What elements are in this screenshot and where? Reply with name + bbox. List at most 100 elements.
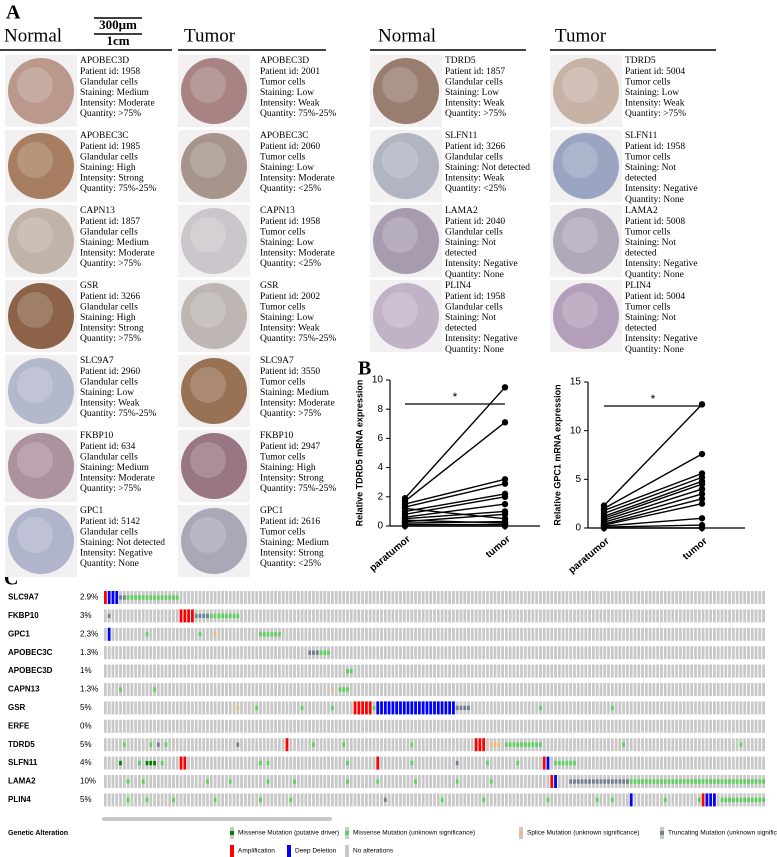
sample-cell	[754, 683, 758, 696]
sample-cell	[622, 609, 626, 623]
alteration-cell	[618, 779, 622, 784]
sample-cell	[501, 756, 504, 770]
tissue-texture	[562, 142, 598, 178]
sample-cell	[452, 793, 455, 807]
sample-cell	[232, 738, 236, 752]
alteration-cell	[758, 779, 762, 784]
sample-cell	[663, 738, 667, 752]
sample-cell	[429, 793, 433, 807]
sample-cell	[629, 591, 633, 604]
sample-cell	[183, 738, 187, 752]
point	[501, 500, 509, 508]
sample-cell	[599, 738, 603, 752]
pair-line	[404, 520, 506, 524]
sample-cell	[546, 664, 550, 678]
sample-cell	[425, 683, 429, 696]
sample-cell	[694, 627, 697, 641]
sample-cell	[429, 738, 433, 752]
sample-cell	[330, 591, 334, 604]
alteration-cell	[633, 779, 637, 784]
sample-cell	[399, 756, 402, 770]
alteration-cell	[236, 705, 240, 711]
sample-cell	[308, 591, 312, 604]
sample-cell	[523, 591, 527, 604]
significance-mark: *	[651, 392, 656, 406]
sample-cell	[690, 756, 694, 770]
sample-text: Patient id: 2616	[260, 517, 320, 527]
sample-cell	[626, 756, 629, 770]
sample-cell	[293, 627, 296, 641]
sample-cell	[762, 627, 765, 641]
sample-cell	[194, 701, 198, 715]
sample-cell	[153, 609, 156, 623]
sample-cell	[266, 591, 270, 604]
sample-cell	[750, 646, 754, 660]
sample-cell	[546, 609, 550, 623]
sample-cell	[539, 719, 542, 733]
sample-cell	[459, 646, 463, 660]
sample-cell	[104, 719, 107, 733]
sample-cell	[330, 627, 334, 641]
sample-cell	[368, 609, 372, 623]
sample-cell	[232, 591, 236, 604]
sample-cell	[512, 683, 516, 696]
sample-cell	[425, 775, 429, 788]
sample-cell	[274, 775, 278, 788]
alteration-cell	[414, 779, 417, 784]
sample-cell	[470, 738, 474, 752]
point	[698, 524, 706, 532]
sample-cell	[187, 719, 191, 733]
sample-cell	[183, 664, 187, 678]
alteration-cell	[346, 779, 349, 784]
sample-cell	[236, 627, 240, 641]
sample-cell	[296, 591, 300, 604]
sample-cell	[270, 683, 274, 696]
sample-cell	[531, 664, 535, 678]
sample-cell	[206, 738, 209, 752]
sample-cell	[637, 756, 641, 770]
sample-cell	[554, 591, 557, 604]
sample-cell	[357, 775, 361, 788]
point	[501, 384, 509, 391]
sample-cell	[319, 756, 323, 770]
sample-cell	[289, 756, 293, 770]
alteration-percent: 10%	[80, 777, 96, 786]
sample-cell	[452, 775, 455, 788]
sample-cell	[104, 609, 107, 623]
sample-cell	[724, 664, 728, 678]
alteration-cell	[119, 595, 122, 600]
sample-cell	[194, 646, 198, 660]
legend-swatch	[287, 845, 291, 857]
sample-cell	[705, 664, 709, 678]
sample-cell	[690, 719, 694, 733]
sample-cell	[633, 719, 637, 733]
sample-cell	[259, 738, 262, 752]
sample-cell	[595, 683, 599, 696]
sample-cell	[580, 609, 584, 623]
alteration-cell	[236, 742, 240, 747]
sample-cell	[580, 683, 584, 696]
sample-cell	[383, 738, 387, 752]
sample-cell	[720, 701, 724, 715]
alteration-cell	[232, 613, 236, 619]
sample-cell	[365, 664, 368, 678]
tissue-texture	[17, 517, 53, 553]
sample-cell	[523, 664, 527, 678]
sample-cell	[459, 775, 463, 788]
sample-cell	[240, 646, 243, 660]
sample-cell	[179, 719, 183, 733]
sample-cell	[194, 775, 198, 788]
sample-text: Staining: Not detected	[80, 538, 165, 548]
sample-cell	[240, 701, 243, 715]
sample-text: Tumor cells	[625, 227, 671, 237]
sample-cell	[554, 609, 557, 623]
sample-cell	[474, 719, 478, 733]
sample-cell	[293, 664, 296, 678]
sample-cell	[289, 664, 293, 678]
sample-cell	[675, 738, 678, 752]
sample-cell	[459, 719, 463, 733]
sample-cell	[493, 664, 497, 678]
sample-cell	[334, 793, 338, 807]
sample-cell	[296, 683, 300, 696]
sample-cell	[747, 719, 750, 733]
